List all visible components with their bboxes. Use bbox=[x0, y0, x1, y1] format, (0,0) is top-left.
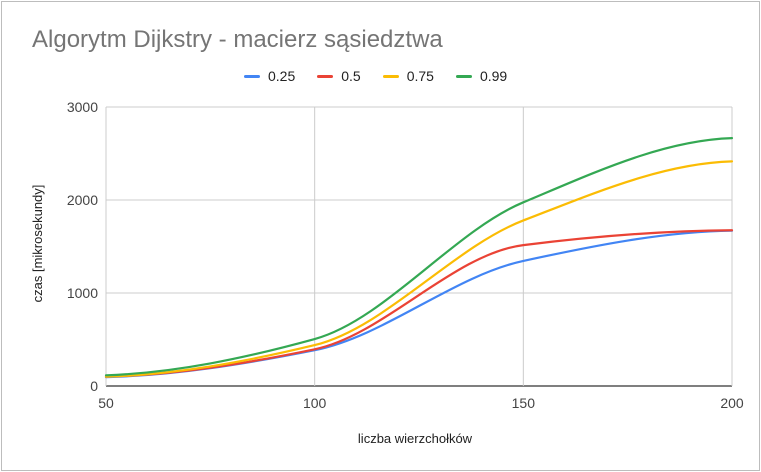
legend-label: 0.25 bbox=[268, 68, 296, 84]
series-line-0-99 bbox=[104, 137, 734, 377]
x-tick-label: 200 bbox=[720, 395, 744, 411]
y-tick-labels: 0 1000 2000 3000 bbox=[67, 99, 98, 394]
series-line-0-75 bbox=[104, 160, 734, 378]
y-tick-label: 2000 bbox=[67, 192, 98, 208]
series-line-0-5 bbox=[104, 229, 734, 378]
legend-label: 0.5 bbox=[341, 68, 361, 84]
x-tick-label: 100 bbox=[303, 395, 327, 411]
y-tick-label: 0 bbox=[90, 378, 98, 394]
legend-item: 0.99 bbox=[455, 68, 508, 84]
legend-item: 0.5 bbox=[317, 68, 361, 84]
legend-item: 0.25 bbox=[244, 68, 295, 84]
legend-swatch bbox=[382, 74, 399, 78]
y-tick-label: 3000 bbox=[67, 99, 98, 115]
y-axis-title: czas [mikrosekundy] bbox=[30, 185, 45, 303]
x-tick-label: 50 bbox=[98, 395, 114, 411]
legend-swatch bbox=[244, 74, 260, 78]
x-axis-title: liczba wierzchołków bbox=[358, 431, 473, 446]
chart-title: Algorytm Dijkstry - macierz sąsiedztwa bbox=[32, 26, 443, 53]
legend-swatch bbox=[317, 74, 334, 78]
chart-legend: 0.25 0.5 0.75 0.99 bbox=[244, 66, 529, 86]
legend-swatch bbox=[455, 74, 472, 78]
legend-label: 0.75 bbox=[406, 68, 434, 84]
series-lines bbox=[104, 137, 734, 379]
x-tick-label: 150 bbox=[512, 395, 536, 411]
legend-item: 0.75 bbox=[382, 68, 434, 84]
gridlines bbox=[105, 106, 733, 387]
legend-label: 0.99 bbox=[479, 68, 508, 84]
x-tick-labels: 50 100 150 200 bbox=[98, 395, 744, 411]
series-line-0-25 bbox=[104, 229, 734, 379]
y-tick-label: 1000 bbox=[67, 285, 98, 301]
